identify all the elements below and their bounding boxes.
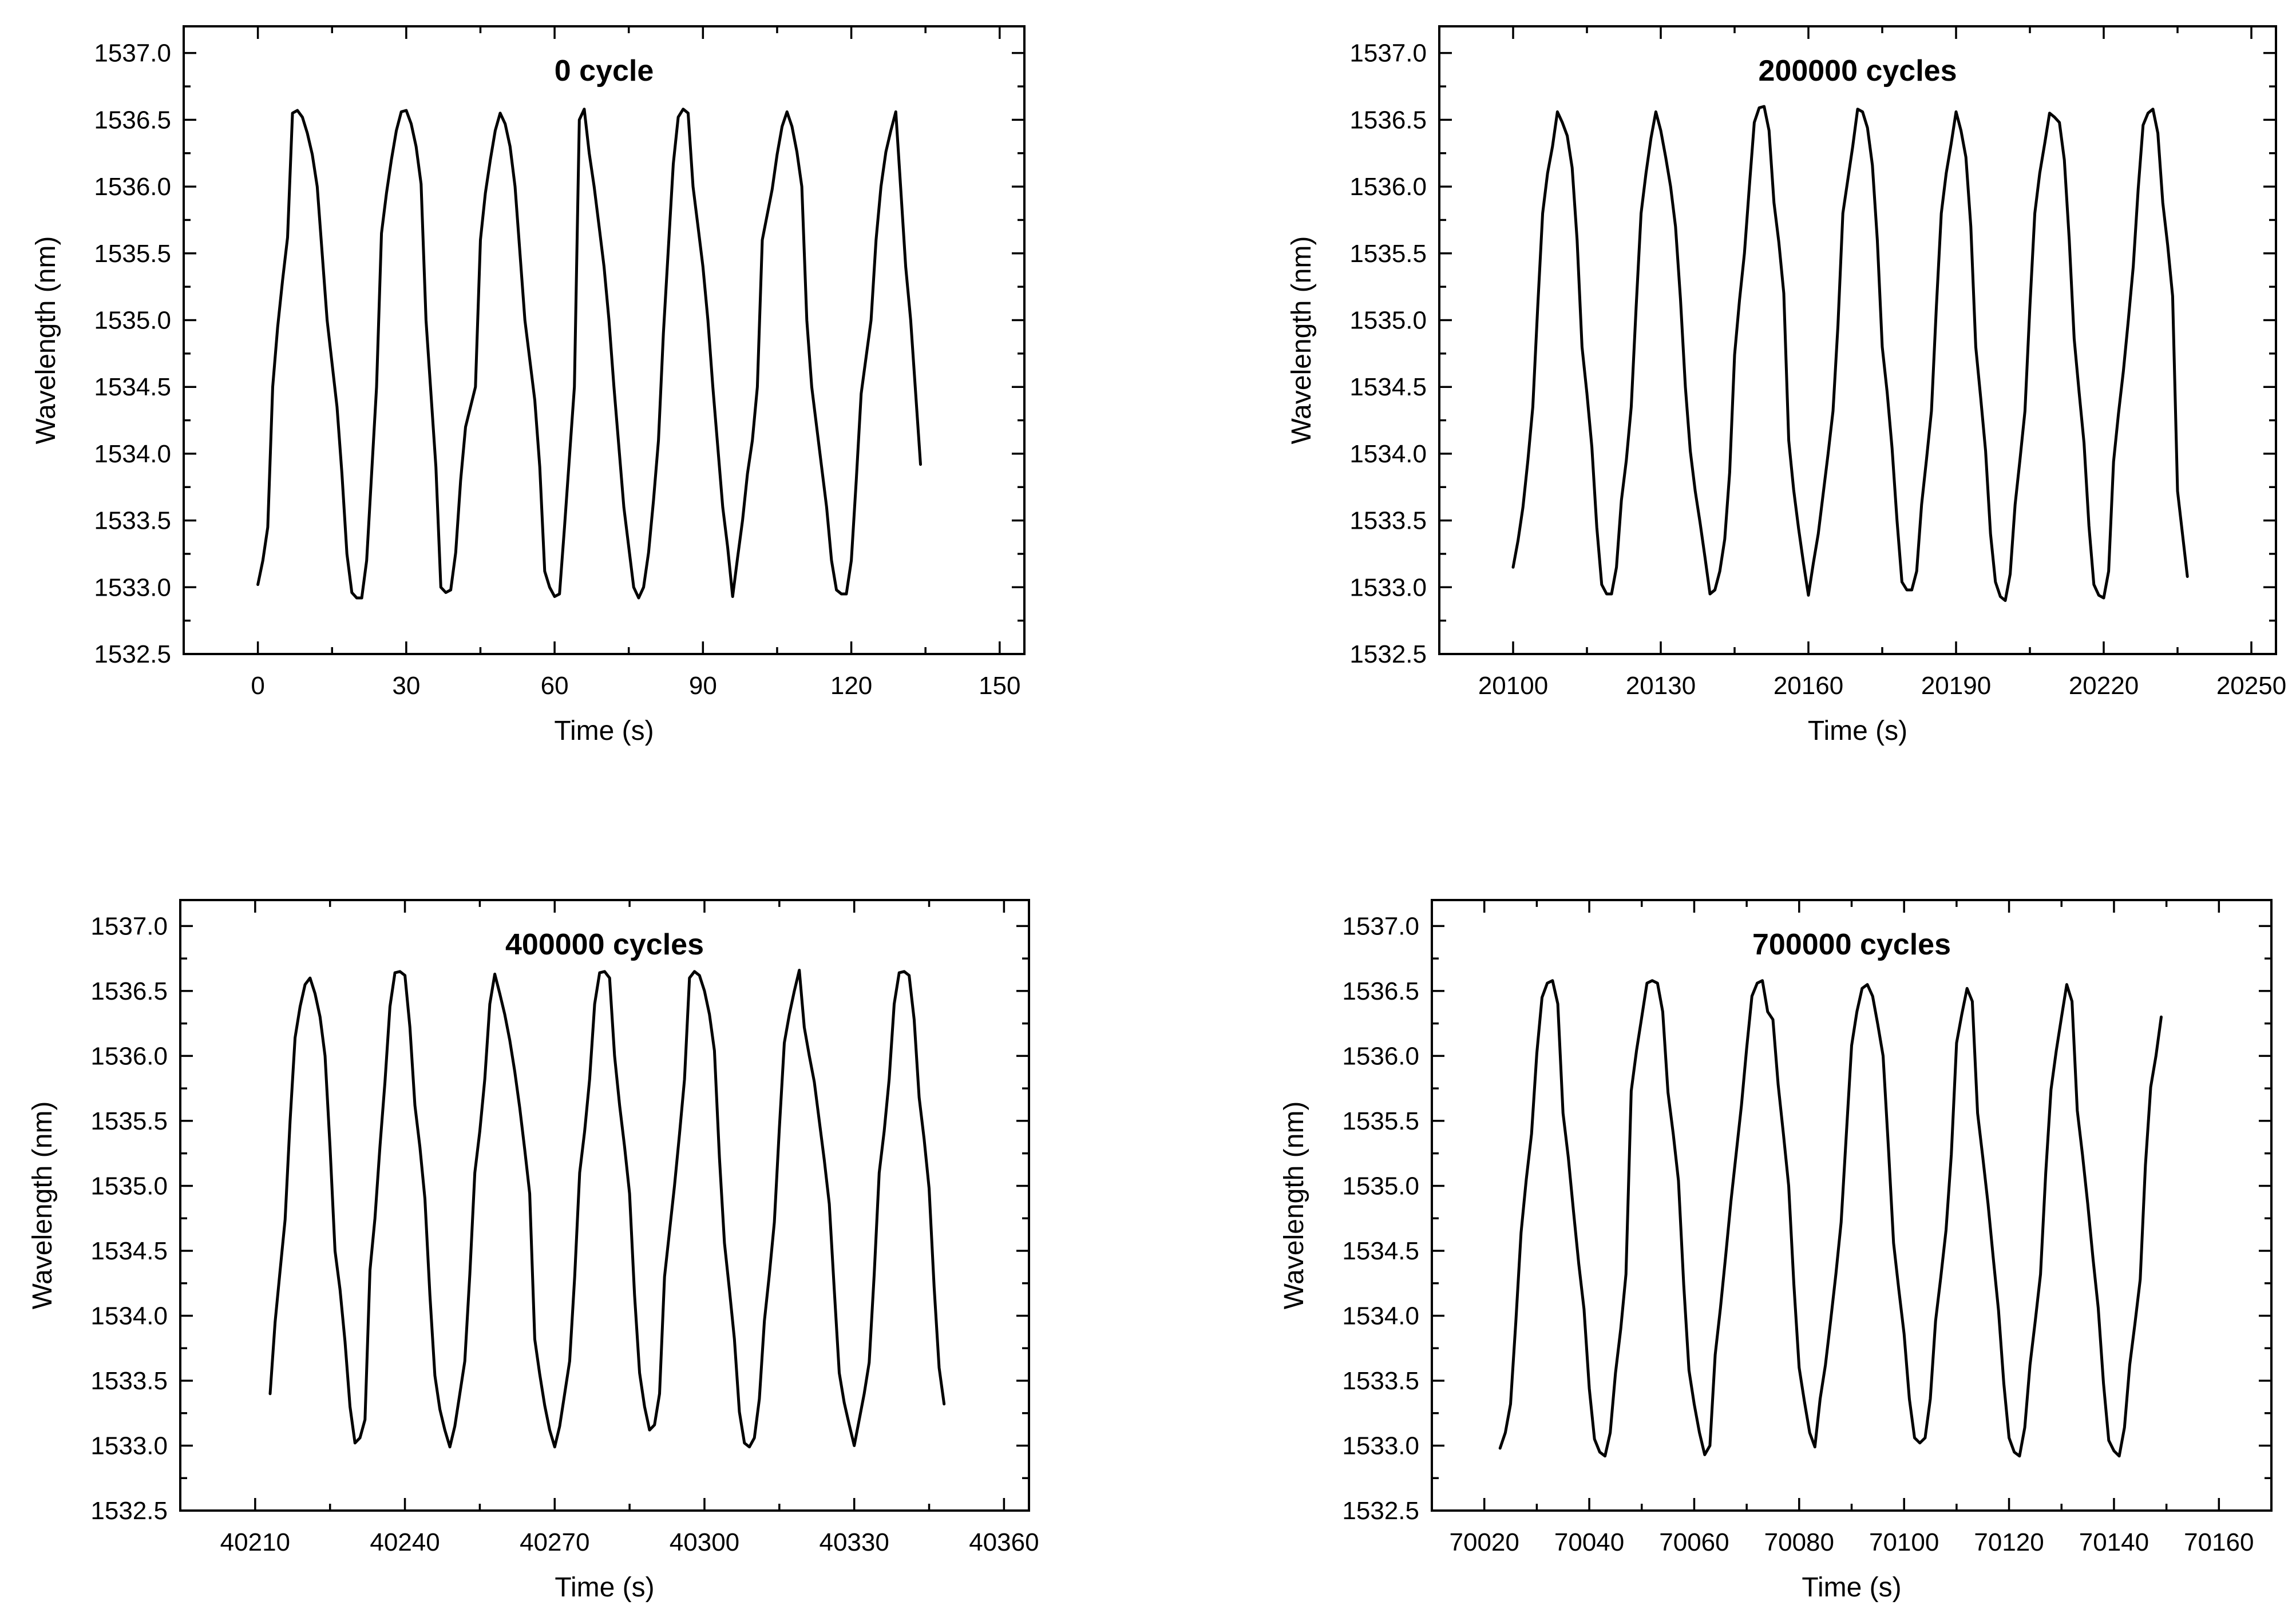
chart-title: 700000 cycles	[1752, 928, 1951, 961]
x-tick-label: 70080	[1764, 1528, 1834, 1556]
y-tick-label: 1534.5	[1349, 373, 1427, 401]
x-tick-label: 20100	[1478, 672, 1548, 700]
y-tick-label: 1535.0	[90, 1172, 168, 1200]
plot-frame	[1438, 25, 2277, 655]
y-tick-label: 1536.5	[90, 977, 168, 1005]
y-tick-label: 1533.5	[94, 507, 171, 535]
x-tick-label: 30	[392, 672, 420, 700]
chart-title: 0 cycle	[555, 54, 654, 88]
y-tick-label: 1533.5	[1342, 1367, 1419, 1395]
x-tick-label: 40210	[220, 1528, 290, 1556]
y-tick-label: 1532.5	[1349, 640, 1427, 668]
x-tick-label: 70140	[2079, 1528, 2149, 1556]
x-tick-label: 70040	[1554, 1528, 1624, 1556]
y-tick-label: 1535.0	[1342, 1172, 1419, 1200]
wavelength-series-line	[1511, 105, 2189, 603]
x-tick-label: 40270	[520, 1528, 589, 1556]
y-tick-label: 1535.0	[1349, 306, 1427, 334]
y-tick-label: 1535.5	[1342, 1107, 1419, 1135]
x-tick-label: 120	[830, 672, 872, 700]
chart-panel-200000-cycles: 20100 20130 20160 20190 20220 20250 1532.5 1533…	[1286, 25, 2286, 746]
wavelength-series-line	[256, 108, 922, 600]
y-tick-label: 1536.0	[94, 173, 171, 201]
x-tick-label: 40360	[969, 1528, 1039, 1556]
chart-panel-400000-cycles: 40210 40240 40270 40300 40330 40360 1532.5 1533…	[27, 899, 1039, 1603]
y-tick-label: 1534.5	[90, 1237, 168, 1265]
y-axis-label: Wavelength (nm)	[1286, 236, 1317, 445]
x-tick-label: 20250	[2216, 672, 2286, 700]
y-tick-label: 1536.5	[1342, 977, 1419, 1005]
wavelength-series-line	[268, 969, 946, 1449]
y-tick-label: 1535.5	[1349, 240, 1427, 268]
x-tick-label: 90	[689, 672, 717, 700]
y-axis-label: Wavelength (nm)	[1279, 1101, 1309, 1310]
x-tick-label: 70020	[1450, 1528, 1519, 1556]
x-axis-label: Time (s)	[555, 1572, 654, 1603]
y-tick-label: 1535.5	[94, 240, 171, 268]
plot-frame	[179, 899, 1030, 1512]
chart-title: 400000 cycles	[505, 928, 704, 961]
y-tick-label: 1536.0	[90, 1042, 168, 1070]
x-tick-label: 70100	[1869, 1528, 1939, 1556]
y-axis-label: Wavelength (nm)	[27, 1101, 58, 1310]
plot-frame	[1431, 899, 2273, 1512]
x-tick-label: 40240	[370, 1528, 440, 1556]
x-tick-label: 60	[541, 672, 569, 700]
y-tick-label: 1534.0	[1342, 1302, 1419, 1330]
y-tick-label: 1533.0	[94, 573, 171, 601]
x-axis-label: Time (s)	[1808, 716, 1907, 746]
y-tick-label: 1534.0	[90, 1302, 168, 1330]
chart-panel-0-cycle: 0 30 60 90 120 150 1532.5 1533.0 1533.5 1534.0 153…	[31, 25, 1026, 746]
y-tick-label: 1537.0	[1342, 912, 1419, 940]
plot-frame	[183, 25, 1026, 655]
y-tick-label: 1537.0	[1349, 39, 1427, 68]
y-tick-label: 1537.0	[90, 912, 168, 940]
x-tick-label: 70060	[1659, 1528, 1729, 1556]
y-tick-label: 1533.0	[1342, 1432, 1419, 1460]
y-tick-label: 1534.5	[94, 373, 171, 401]
y-tick-label: 1533.5	[90, 1367, 168, 1395]
x-tick-label: 40330	[819, 1528, 889, 1556]
y-tick-label: 1533.0	[1349, 573, 1427, 601]
y-tick-label: 1536.0	[1342, 1042, 1419, 1070]
x-tick-label: 20190	[1921, 672, 1991, 700]
y-tick-label: 1536.5	[1349, 106, 1427, 134]
y-axis-label: Wavelength (nm)	[31, 236, 61, 445]
y-tick-label: 1537.0	[94, 39, 171, 68]
y-tick-label: 1534.0	[1349, 440, 1427, 468]
x-tick-label: 70120	[1974, 1528, 2044, 1556]
y-tick-label: 1534.0	[94, 440, 171, 468]
y-tick-label: 1533.5	[1349, 507, 1427, 535]
y-tick-label: 1535.0	[94, 306, 171, 334]
x-axis-label: Time (s)	[554, 716, 654, 746]
x-tick-label: 0	[251, 672, 264, 700]
x-tick-label: 20160	[1774, 672, 1843, 700]
x-tick-label: 150	[979, 672, 1020, 700]
chart-title: 200000 cycles	[1758, 54, 1957, 88]
y-tick-label: 1536.0	[1349, 173, 1427, 201]
y-tick-label: 1535.5	[90, 1107, 168, 1135]
x-tick-label: 20220	[2069, 672, 2139, 700]
x-tick-label: 20130	[1626, 672, 1696, 700]
chart-panel-700000-cycles: 70020 70040 70060 70080 70100 70120 70140 70160…	[1279, 899, 2273, 1603]
x-tick-label: 70160	[2184, 1528, 2254, 1556]
x-axis-label: Time (s)	[1802, 1572, 1901, 1603]
y-tick-label: 1536.5	[94, 106, 171, 134]
y-tick-label: 1534.5	[1342, 1237, 1419, 1265]
y-tick-label: 1532.5	[94, 640, 171, 668]
y-tick-label: 1533.0	[90, 1432, 168, 1460]
y-tick-label: 1532.5	[1342, 1497, 1419, 1525]
x-tick-label: 40300	[670, 1528, 739, 1556]
wavelength-series-line	[1498, 979, 2163, 1458]
y-tick-label: 1532.5	[90, 1497, 168, 1525]
